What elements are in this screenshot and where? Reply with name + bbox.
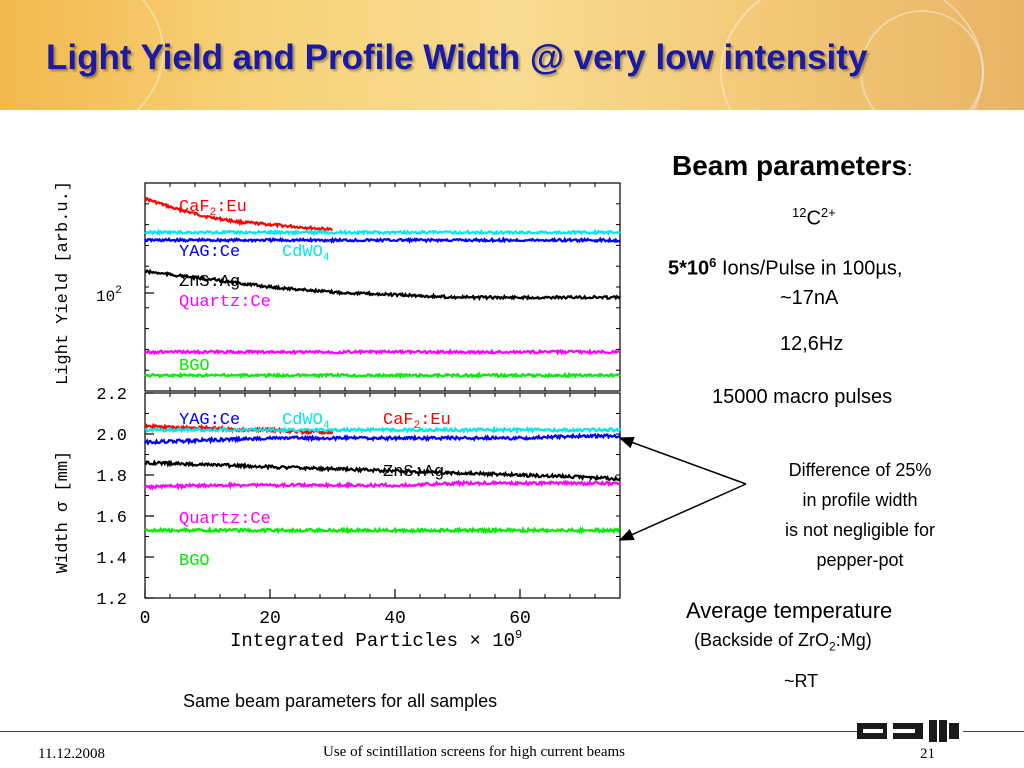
temperature-sub-post: :Mg): [835, 630, 872, 650]
footer-page-number: 21: [920, 746, 935, 762]
y-tick-label: 2.2: [96, 386, 127, 405]
page-title: Light Yield and Profile Width @ very low…: [46, 38, 868, 77]
legend-label-yag: YAG:Ce: [179, 411, 240, 430]
series-caf2eu: [144, 196, 333, 232]
temperature-sub-pre: (Backside of ZrO: [694, 630, 830, 650]
ions-per-pulse: 5*106 Ions/Pulse in 100µs,: [668, 255, 902, 281]
beam-current: ~17nA: [780, 287, 839, 309]
temperature-sub: (Backside of ZrO2:Mg): [694, 630, 872, 654]
legend-label-bgo: BGO: [179, 357, 210, 376]
banner-decoration: [0, 0, 164, 110]
y-tick-label: 1.2: [96, 591, 127, 610]
series-yagce: [144, 432, 621, 447]
ion-charge: 2+: [820, 205, 836, 220]
gsi-logo: [857, 720, 963, 742]
legend-label-zns: ZnS:Ag: [383, 463, 444, 482]
series-quartzce: [144, 348, 620, 356]
x-tick-label: 60: [509, 609, 531, 629]
legend-label-quartz: Quartz:Ce: [179, 293, 271, 312]
footer-date: 11.12.2008: [38, 746, 105, 762]
temperature-value: ~RT: [784, 671, 819, 691]
note-line: pepper-pot: [816, 550, 904, 570]
banner-decoration: [860, 10, 984, 110]
gsi-logo-mark: [857, 720, 959, 742]
y-tick-label-top: 102: [96, 285, 122, 306]
legend-label-yag: YAG:Ce: [179, 243, 240, 262]
ion-mass: 12: [792, 205, 807, 220]
y-axis-label-bottom: Width σ [mm]: [54, 451, 73, 573]
width-note: Difference of 25% in profile width is no…: [742, 455, 978, 575]
y-tick-label: 1.8: [96, 468, 127, 487]
beam-heading-colon: :: [907, 158, 913, 180]
beam-heading-text: Beam parameters: [672, 150, 908, 181]
temperature-sub-index: 2: [829, 639, 836, 654]
x-axis-label: Integrated Particles × 109: [230, 628, 522, 652]
arrow-to-bottom-series: [618, 483, 747, 541]
title-banner: [0, 0, 1024, 110]
y-tick-label: 1.6: [96, 509, 127, 528]
series-znsag: [144, 459, 621, 482]
series-cdwo4: [144, 425, 621, 435]
series-znsag: [144, 268, 621, 302]
x-tick-label: 20: [259, 609, 281, 629]
legend-label-zns: ZnS:Ag: [179, 273, 240, 292]
ions-exponent: 6: [709, 255, 717, 270]
series-cdwo4: [144, 228, 621, 236]
note-line: Difference of 25%: [788, 460, 932, 480]
legend-label-quartz: Quartz:Ce: [179, 510, 271, 529]
x-tick-label: 40: [384, 609, 406, 629]
ion-symbol: C: [806, 207, 821, 230]
beam-heading: Beam parameters:: [672, 150, 913, 182]
legend-label-cdwo4: CdWO4: [282, 411, 330, 432]
legend-label-cdwo4: CdWO4: [282, 243, 330, 264]
note-line: is not negligible for: [784, 520, 936, 540]
ions-rest: Ions/Pulse in 100µs,: [716, 257, 903, 280]
legend-label-caf2: CaF2:Eu: [179, 198, 247, 219]
temperature-label: Average temperature: [686, 598, 893, 623]
legend-label-caf2: CaF2:Eu: [383, 411, 451, 432]
x-tick-label: 0: [140, 609, 151, 629]
macro-pulses: 15000 macro pulses: [712, 386, 893, 408]
series-quartzce: [143, 479, 622, 491]
series-yagce: [144, 236, 621, 244]
ion-species: 12C2+: [792, 205, 836, 231]
note-line: in profile width: [802, 490, 918, 510]
y-tick-label: 1.4: [96, 550, 127, 569]
ions-number: 5*10: [668, 257, 710, 280]
series-bgo: [144, 525, 621, 535]
footer-divider: [0, 731, 1024, 732]
y-axis-label-top: Light Yield [arb.u.]: [54, 181, 73, 385]
footer-title: Use of scintillation screens for high cu…: [323, 744, 625, 760]
y-tick-label: 2.0: [96, 427, 127, 446]
series-bgo: [144, 371, 621, 380]
chart-caption: Same beam parameters for all samples: [183, 691, 498, 711]
legend-label-bgo: BGO: [179, 552, 210, 571]
repetition-rate: 12,6Hz: [780, 333, 844, 355]
arrow-to-top-series: [618, 436, 747, 485]
